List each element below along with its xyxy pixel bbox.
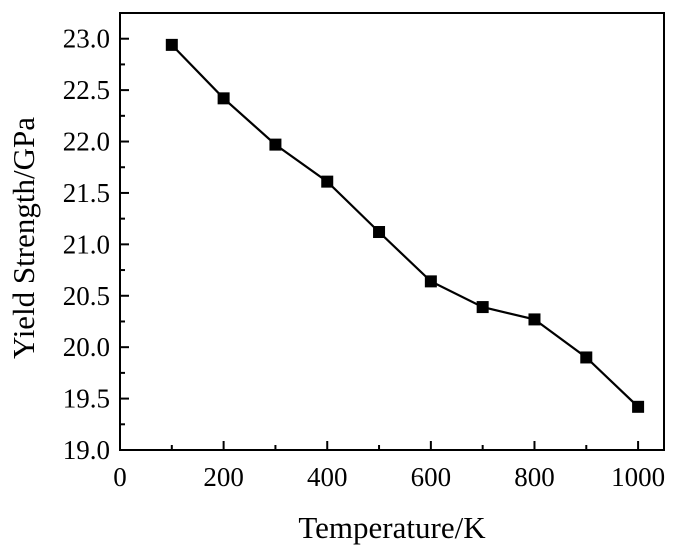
y-tick-label: 21.5 [63, 178, 110, 208]
x-tick-label: 800 [514, 462, 555, 492]
x-tick-label: 1000 [611, 462, 665, 492]
y-axis-title: Yield Strength/GPa [6, 117, 41, 359]
y-tick-label: 22.5 [63, 75, 110, 105]
y-tick-label: 21.0 [63, 229, 110, 259]
x-axis-title: Temperature/K [298, 510, 486, 545]
y-axis: 19.0 19.5 20.0 20.5 21.0 21.5 22.0 22.5 23.0 [63, 24, 129, 465]
y-tick-label: 19.5 [63, 384, 110, 414]
x-tick-label: 0 [113, 462, 127, 492]
data-point-marker [528, 313, 541, 326]
data-point-marker [476, 301, 489, 314]
x-tick-label: 400 [307, 462, 348, 492]
data-point-marker [424, 275, 437, 288]
data-series [165, 38, 645, 413]
data-point-marker [580, 351, 593, 364]
x-axis: 0 200 400 600 800 1000 [113, 441, 665, 492]
series-line [171, 44, 639, 408]
data-point-marker [321, 175, 334, 188]
y-tick-label: 20.5 [63, 281, 110, 311]
x-tick-label: 600 [411, 462, 452, 492]
y-tick-label: 23.0 [63, 24, 110, 54]
data-point-marker [373, 226, 386, 239]
data-point-marker [217, 92, 230, 105]
x-tick-label: 200 [203, 462, 244, 492]
data-point-marker [632, 400, 645, 413]
data-point-marker [269, 138, 282, 151]
plot-frame [119, 12, 665, 451]
y-tick-label: 22.0 [63, 127, 110, 157]
y-tick-label: 19.0 [63, 435, 110, 465]
data-point-marker [165, 38, 178, 51]
y-tick-label: 20.0 [63, 332, 110, 362]
